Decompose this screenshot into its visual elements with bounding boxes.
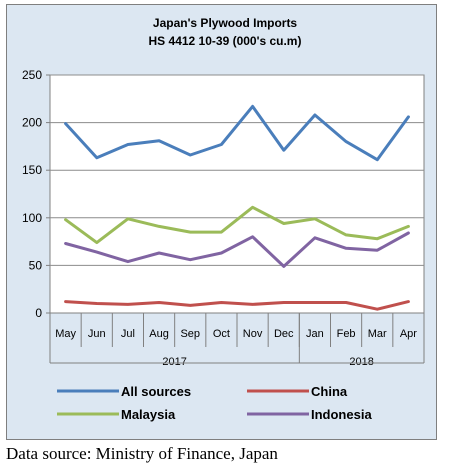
legend-label: Malaysia xyxy=(121,407,176,422)
x-tick-label: Sep xyxy=(180,328,200,340)
series-lines xyxy=(64,104,410,311)
y-tick-label: 100 xyxy=(22,211,42,225)
axes: 0 50 100 150 200 250 May Jun Jul Aug Sep Oct Nov Dec J… xyxy=(22,68,425,368)
y-tick-label: 0 xyxy=(35,306,42,320)
series-line-indonesia xyxy=(64,231,410,268)
y-tick-label: 50 xyxy=(29,258,43,272)
x-tick-label: Jan xyxy=(306,328,324,340)
data-source-note: Data source: Ministry of Finance, Japan xyxy=(6,444,278,463)
series-line-all-sources xyxy=(64,104,410,162)
x-tick-label: Jul xyxy=(121,328,135,340)
chart-subtitle: HS 4412 10-39 (000's cu.m) xyxy=(149,34,302,48)
plot-area xyxy=(49,74,425,314)
legend-label: All sources xyxy=(121,384,191,399)
chart-frame: Japan's Plywood Imports HS 4412 10-39 (0… xyxy=(6,4,437,440)
x-tick-label: Dec xyxy=(274,328,294,340)
x-tick-label: Apr xyxy=(400,328,417,340)
y-tick-label: 200 xyxy=(22,116,42,130)
x-tick-label: Mar xyxy=(368,328,387,340)
x-tick-label: Jun xyxy=(88,328,106,340)
x-tick-label: Feb xyxy=(337,328,356,340)
x-tick-label: Aug xyxy=(149,328,169,340)
legend-label: China xyxy=(311,384,348,399)
y-tick-label: 250 xyxy=(22,68,42,82)
series-line-china xyxy=(64,300,410,311)
year-group-label: 2018 xyxy=(349,356,373,368)
x-tick-label: May xyxy=(55,328,76,340)
legend-label: Indonesia xyxy=(311,407,372,422)
gridlines xyxy=(50,74,424,266)
year-group-label: 2017 xyxy=(162,356,186,368)
line-chart: Japan's Plywood Imports HS 4412 10-39 (0… xyxy=(22,16,425,422)
series-line-malaysia xyxy=(64,205,410,245)
legend: All sources China Malaysia Indonesia xyxy=(57,384,372,422)
x-tick-label: Oct xyxy=(213,328,230,340)
y-tick-label: 150 xyxy=(22,163,42,177)
chart-title: Japan's Plywood Imports xyxy=(153,16,298,30)
x-tick-label: Nov xyxy=(243,328,263,340)
